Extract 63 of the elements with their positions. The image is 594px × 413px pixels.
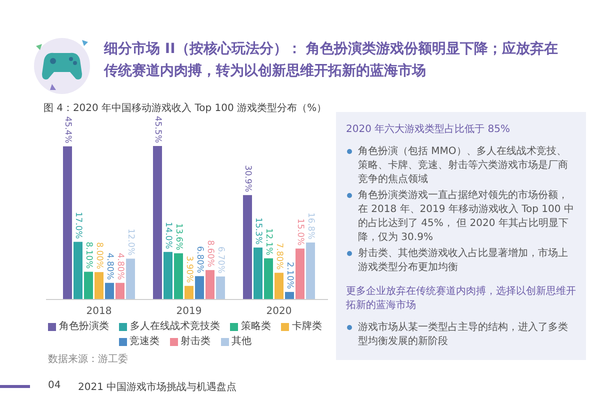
data-label: 3.90% bbox=[184, 256, 194, 283]
text: 更多企业放弃在传统赛道内肉搏，选择以创新思维开拓新的蓝海市场 bbox=[346, 285, 576, 313]
bar bbox=[105, 282, 114, 299]
data-label: 8.10% bbox=[84, 242, 94, 269]
bar bbox=[94, 272, 104, 299]
data-label: 6.70% bbox=[216, 246, 226, 274]
data-label: 4.80% bbox=[115, 252, 125, 280]
legend-label: 角色扮演类 bbox=[59, 321, 109, 333]
x-tick-label: 2018 bbox=[86, 306, 112, 317]
bar bbox=[164, 252, 172, 299]
data-label: 2.10% bbox=[284, 262, 294, 289]
data-label: 15.3% bbox=[253, 218, 263, 245]
bar bbox=[184, 286, 194, 299]
data-label: 7.80% bbox=[274, 242, 284, 270]
data-label: 14.0% bbox=[163, 222, 173, 249]
legend-label: 其他 bbox=[232, 336, 252, 348]
source-note: 数据来源：游工委 bbox=[48, 352, 128, 366]
x-tick-label: 2020 bbox=[266, 306, 292, 317]
bar bbox=[63, 146, 72, 299]
chart-subtitle: 图 4：2020 年中国移动游戏收入 Top 100 游戏类型分布（%） bbox=[42, 102, 328, 115]
bar bbox=[216, 276, 225, 299]
text: 角色扮演（包括 MMO）、多人在线战术竞技、策略、卡牌、竞速、射击等六类游戏市场是厂商竞争的焦点领域 bbox=[358, 146, 568, 185]
data-label: 6.80% bbox=[194, 246, 204, 274]
bar bbox=[285, 292, 294, 299]
bar bbox=[153, 146, 162, 299]
text: 2020 年六大游戏类型占比低于 85% bbox=[346, 123, 512, 137]
bar bbox=[206, 270, 214, 299]
data-label: 16.8% bbox=[306, 212, 316, 240]
text: 角色扮演类游戏一直占据绝对领先的市场份额，在 2018 年、2019 年移动游戏收入 Top 100 中的占比达到了 45%， 但 2020 年其占比明显下降，仅为 30.9% bbox=[358, 190, 574, 243]
data-label: 30.9% bbox=[242, 165, 252, 192]
bar bbox=[74, 242, 82, 299]
data-label: 15.0% bbox=[295, 218, 305, 246]
data-label: 8.00% bbox=[94, 242, 104, 270]
bar bbox=[84, 272, 93, 299]
x-tick-label: 2019 bbox=[176, 306, 202, 317]
text: 2021 中国游戏市场挑战与机遇盘点 bbox=[78, 380, 237, 394]
bar bbox=[296, 248, 304, 299]
bar bbox=[274, 272, 284, 299]
bar bbox=[264, 258, 273, 299]
data-label: 8.60% bbox=[205, 240, 215, 268]
text: 射击类、其他类游戏收入占比显著增加，市场上游戏类型分布更加均衡 bbox=[358, 248, 568, 273]
data-label: 4.80% bbox=[104, 252, 114, 280]
text: 游戏市场从某一类型占主导的结构，进入了多类型均衡发展的新阶段 bbox=[358, 322, 568, 347]
legend-label: 竞速类 bbox=[130, 336, 160, 348]
legend-label: 策略类 bbox=[241, 321, 271, 333]
text: 04 bbox=[48, 380, 61, 391]
data-label: 45.4% bbox=[62, 116, 72, 144]
bar bbox=[254, 248, 262, 299]
bar bbox=[306, 242, 315, 299]
bar bbox=[243, 195, 252, 299]
bar bbox=[195, 276, 204, 299]
legend-label: 多人在线战术竞技类 bbox=[130, 321, 220, 333]
bar bbox=[116, 282, 124, 299]
data-label: 45.5% bbox=[152, 116, 162, 143]
chart-title: 细分市场 II（按核心玩法分）： 角色扮演类游戏份额明显下降；应放弃在传统赛道内肉搏，转为以创新思维开拓新的蓝海市场 bbox=[104, 40, 560, 81]
data-label: 13.6% bbox=[174, 223, 184, 250]
data-label: 17.0% bbox=[73, 212, 83, 239]
bar bbox=[126, 258, 135, 299]
data-label: 12.0% bbox=[126, 228, 136, 256]
legend-label: 卡牌类 bbox=[292, 321, 322, 333]
legend-label: 射击类 bbox=[180, 336, 210, 348]
data-label: 12.1% bbox=[264, 228, 274, 256]
bar bbox=[174, 253, 183, 299]
